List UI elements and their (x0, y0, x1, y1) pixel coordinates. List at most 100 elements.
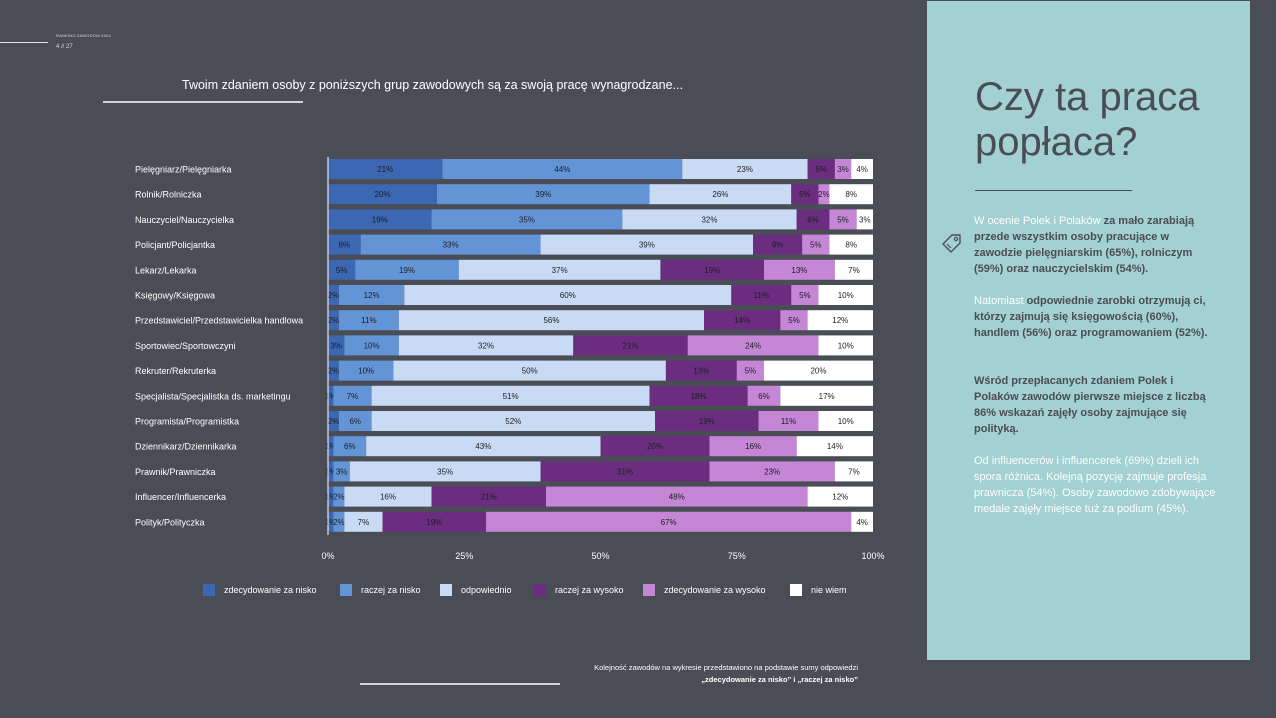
data-label: 12% (364, 291, 380, 300)
data-label: 3% (837, 165, 849, 174)
data-label: 5% (799, 291, 811, 300)
bar-segment (622, 209, 797, 230)
summary-panel: Czy ta praca popłaca? W ocenie Polek i P… (927, 1, 1250, 660)
bar-segment (791, 184, 819, 205)
data-label: 10% (838, 291, 854, 300)
data-label: 20% (810, 367, 826, 376)
legend-item-nie-wiem: nie wiem (790, 584, 847, 596)
data-label: 6% (807, 215, 819, 224)
data-label: 2% (328, 367, 340, 376)
data-label: 56% (543, 316, 559, 325)
legend-swatch (790, 584, 802, 596)
category-label: Dziennikarz/Dziennikarka (135, 442, 237, 452)
data-label: 11% (754, 291, 769, 300)
bar-segment (758, 411, 819, 431)
category-label: Księgowy/Księgowa (135, 291, 215, 301)
bar-segment (818, 335, 873, 356)
bar-segment (649, 385, 748, 406)
bar-segment (328, 335, 345, 356)
bar-segment (791, 285, 819, 305)
bar-segment (660, 259, 764, 280)
data-label: 18% (691, 392, 707, 401)
data-label: 5% (837, 215, 849, 224)
data-label: 43% (475, 442, 491, 451)
data-label: 5% (788, 316, 800, 325)
bar-segment (328, 461, 334, 482)
bar-segment (780, 385, 873, 406)
bar-segment (328, 209, 432, 230)
bar-segment (665, 360, 737, 381)
bar-segment (486, 511, 852, 532)
data-label: 6% (344, 442, 356, 451)
data-label: 13% (693, 367, 709, 376)
chart-title: Twoim zdaniem osoby z poniższych grup za… (182, 78, 683, 92)
bar-segment (764, 259, 835, 280)
bar-segment (818, 184, 830, 205)
data-label: 6% (339, 241, 351, 250)
legend-swatch (643, 584, 655, 596)
data-label: 16% (380, 493, 396, 502)
bar-segment (649, 184, 792, 205)
data-label: 21% (377, 165, 393, 174)
chart-legend: zdecydowanie za nisko raczej za nisko od… (0, 584, 1276, 598)
bar-segment (829, 234, 873, 255)
data-label: 60% (560, 291, 576, 300)
data-label: 23% (737, 165, 753, 174)
legend-swatch (440, 584, 452, 596)
bar-segment (655, 411, 759, 431)
panel-title: Czy ta praca popłaca? (975, 75, 1200, 164)
data-label: 44% (554, 165, 570, 174)
category-label: Sportowiec/Sportowczyni (135, 341, 236, 351)
data-label: 21% (622, 341, 638, 350)
legend-item-zdecydowanie-za-nisko: zdecydowanie za nisko (203, 584, 317, 596)
bar-segment (333, 436, 367, 457)
chart-footnote: Kolejność zawodów na wykresie przedstawi… (470, 662, 858, 686)
data-label: 3% (336, 467, 348, 476)
data-label: 3% (859, 215, 871, 224)
summary-paragraph-1: W ocenie Polek i Polaków za mało zarabia… (974, 215, 1195, 275)
data-label: 8% (845, 241, 857, 250)
bar-segment (736, 360, 764, 381)
data-label: 14% (827, 442, 843, 451)
summary-paragraph-2: Natomiast odpowiednie zarobki otrzymują … (974, 295, 1208, 339)
data-label: 12% (832, 493, 848, 502)
bar-segment (382, 511, 487, 532)
bar-segment (807, 159, 835, 179)
bar-segment (829, 209, 857, 230)
bar-segment (818, 411, 873, 431)
bar-segment (398, 335, 574, 356)
data-label: 4% (856, 518, 868, 527)
data-label: 20% (374, 190, 390, 199)
bar-segment (682, 159, 808, 179)
data-label: 5% (799, 190, 811, 199)
category-label: Programista/Programistka (135, 417, 239, 427)
data-label: 10% (838, 341, 854, 350)
bar-segment (753, 234, 803, 255)
header-accent-line (0, 42, 48, 43)
bar-segment (333, 486, 345, 507)
data-label: 10% (358, 367, 374, 376)
data-label: 67% (661, 518, 677, 527)
footnote-rule (360, 683, 560, 685)
bar-segment (709, 461, 835, 482)
price-tag-icon (942, 234, 961, 253)
bar-segment (796, 436, 873, 457)
data-label: 6% (758, 392, 770, 401)
data-label: 1% (325, 493, 337, 502)
data-label: 4% (856, 165, 868, 174)
data-label: 31% (617, 467, 633, 476)
bar-segment (338, 411, 372, 431)
bar-segment (333, 461, 350, 482)
bar-segment (442, 159, 683, 179)
data-label: 50% (522, 367, 538, 376)
bar-segment (731, 285, 792, 305)
x-tick-label: 25% (455, 551, 473, 561)
data-label: 17% (819, 392, 835, 401)
data-label: 11% (781, 417, 796, 426)
data-label: 12% (832, 316, 848, 325)
data-label: 19% (372, 215, 388, 224)
legend-label: zdecydowanie za wysoko (664, 585, 766, 595)
bar-segment (328, 360, 339, 381)
bar-segment (371, 411, 655, 431)
footnote-line-2: „zdecydowanie za nisko” i „raczej za nis… (701, 675, 858, 684)
